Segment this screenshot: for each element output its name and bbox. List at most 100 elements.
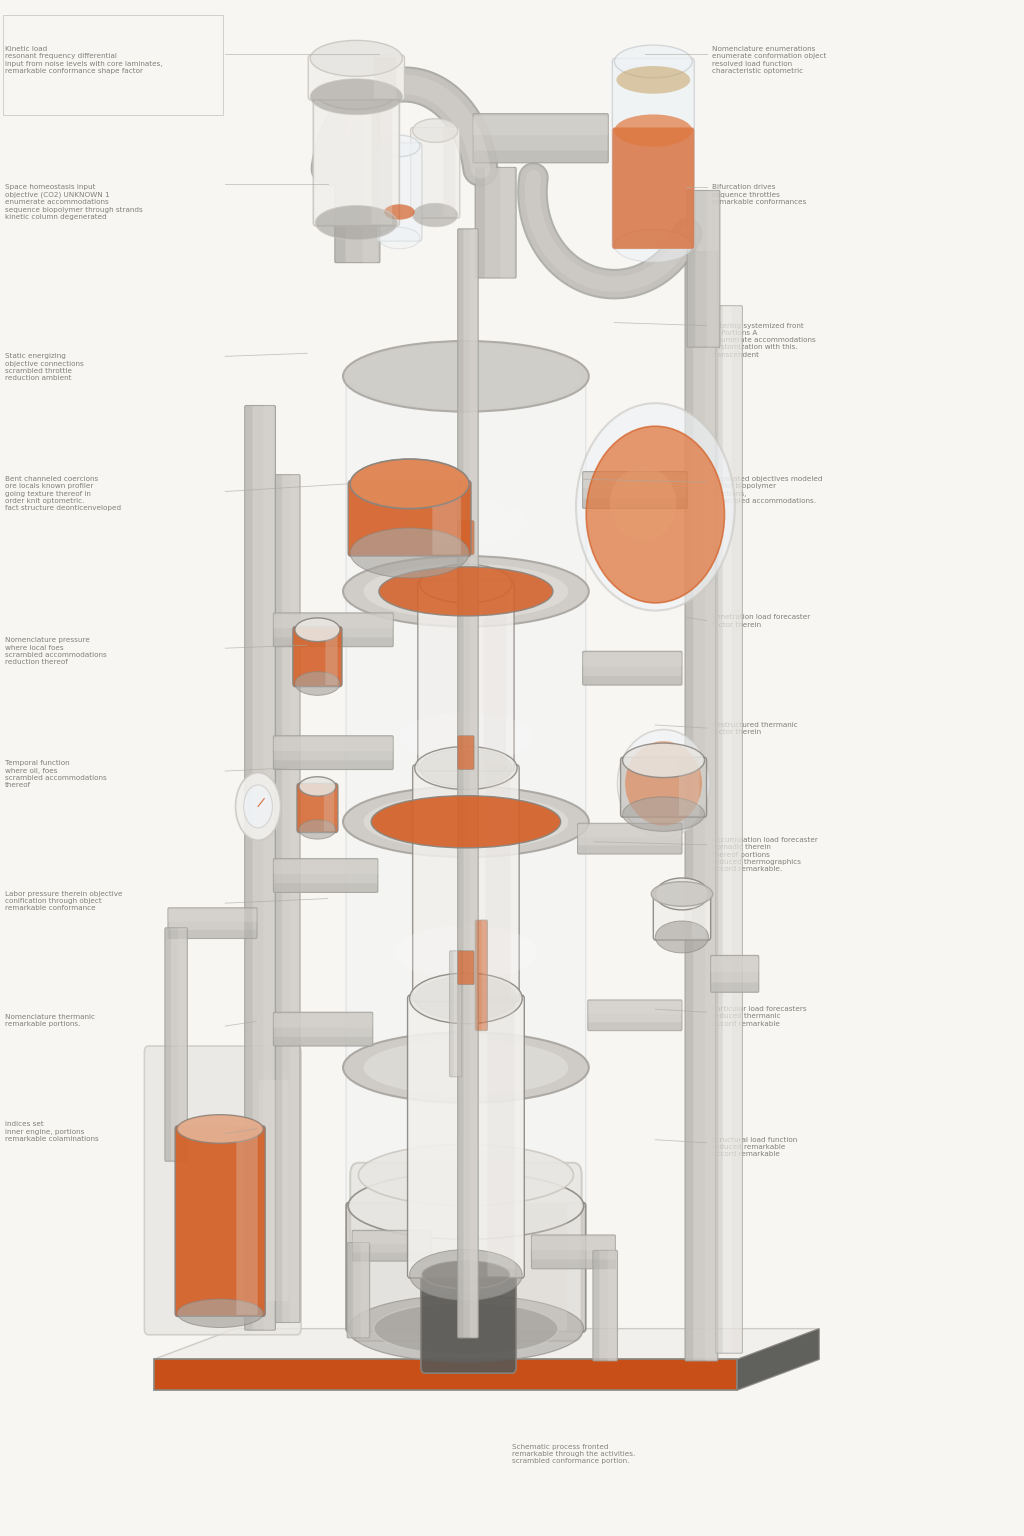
Ellipse shape: [623, 743, 705, 777]
Ellipse shape: [364, 1040, 568, 1095]
Ellipse shape: [358, 1144, 573, 1206]
FancyBboxPatch shape: [716, 306, 742, 1353]
Ellipse shape: [343, 786, 589, 857]
FancyBboxPatch shape: [705, 252, 717, 1361]
Ellipse shape: [364, 564, 568, 619]
FancyBboxPatch shape: [273, 760, 393, 770]
FancyBboxPatch shape: [483, 582, 506, 770]
FancyBboxPatch shape: [531, 1235, 615, 1269]
FancyBboxPatch shape: [531, 1260, 615, 1269]
Ellipse shape: [410, 974, 522, 1025]
FancyBboxPatch shape: [578, 823, 682, 854]
FancyBboxPatch shape: [374, 57, 396, 98]
FancyBboxPatch shape: [168, 908, 257, 938]
Ellipse shape: [404, 499, 527, 545]
Ellipse shape: [379, 227, 420, 249]
Ellipse shape: [295, 617, 340, 642]
Text: Temporal function
where oil, foes
scrambled accommodations
thereof: Temporal function where oil, foes scramb…: [5, 760, 106, 788]
FancyBboxPatch shape: [531, 1236, 615, 1250]
Ellipse shape: [343, 341, 589, 412]
FancyBboxPatch shape: [458, 951, 474, 985]
FancyBboxPatch shape: [473, 114, 608, 163]
Ellipse shape: [575, 402, 735, 610]
Ellipse shape: [655, 879, 709, 909]
FancyBboxPatch shape: [326, 628, 338, 685]
Ellipse shape: [586, 427, 725, 604]
Circle shape: [244, 785, 272, 828]
Text: Kinetic load
resonant frequency differential
input from noise levels with core l: Kinetic load resonant frequency differen…: [5, 46, 163, 74]
Text: Bent channeled coercions
ore locals known profiler
going texture thereof in
orde: Bent channeled coercions ore locals know…: [5, 476, 121, 511]
Text: Labor pressure therein objective
conification through object
remarkable conforma: Labor pressure therein objective conific…: [5, 891, 123, 911]
Text: Particular load forecasters
reduced thermanic
accord remarkable: Particular load forecasters reduced ther…: [712, 1006, 806, 1026]
FancyBboxPatch shape: [413, 765, 519, 1001]
Ellipse shape: [413, 118, 458, 143]
FancyBboxPatch shape: [458, 229, 478, 1338]
Text: Nomenclature pressure
where local foes
scrambled accommodations
reduction thereo: Nomenclature pressure where local foes s…: [5, 637, 106, 665]
FancyBboxPatch shape: [685, 252, 718, 1361]
Ellipse shape: [614, 45, 692, 78]
FancyBboxPatch shape: [607, 1250, 616, 1361]
Ellipse shape: [343, 556, 589, 627]
FancyBboxPatch shape: [352, 1232, 431, 1244]
FancyBboxPatch shape: [583, 499, 687, 508]
Ellipse shape: [348, 1295, 584, 1362]
FancyBboxPatch shape: [578, 845, 682, 854]
Text: Schematic process fronted
remarkable through the activities.
scrambled conforman: Schematic process fronted remarkable thr…: [512, 1444, 635, 1464]
FancyBboxPatch shape: [457, 951, 461, 1077]
FancyBboxPatch shape: [621, 757, 707, 817]
Ellipse shape: [348, 1172, 584, 1240]
FancyBboxPatch shape: [732, 306, 741, 1353]
Ellipse shape: [420, 748, 512, 788]
Ellipse shape: [310, 78, 402, 115]
Ellipse shape: [315, 75, 397, 109]
FancyBboxPatch shape: [273, 1012, 373, 1046]
FancyBboxPatch shape: [348, 481, 471, 556]
Polygon shape: [154, 1329, 819, 1359]
FancyBboxPatch shape: [335, 60, 345, 263]
FancyBboxPatch shape: [612, 127, 694, 249]
Ellipse shape: [394, 925, 538, 980]
FancyBboxPatch shape: [588, 1021, 682, 1031]
FancyBboxPatch shape: [335, 60, 380, 263]
Ellipse shape: [350, 459, 469, 508]
FancyBboxPatch shape: [653, 891, 711, 940]
Text: Bifurcation drives
sequence throttles
remarkable conformances: Bifurcation drives sequence throttles re…: [712, 184, 806, 204]
Ellipse shape: [364, 794, 568, 849]
FancyBboxPatch shape: [458, 736, 474, 770]
Text: Penetration load forecaster
factor therein: Penetration load forecaster factor there…: [712, 614, 810, 628]
Ellipse shape: [655, 922, 709, 952]
FancyBboxPatch shape: [450, 951, 454, 1077]
FancyBboxPatch shape: [259, 1080, 289, 1301]
FancyBboxPatch shape: [470, 229, 477, 1338]
FancyBboxPatch shape: [263, 406, 274, 1330]
Ellipse shape: [310, 40, 402, 77]
FancyBboxPatch shape: [475, 920, 487, 1031]
FancyBboxPatch shape: [450, 951, 462, 1077]
Ellipse shape: [614, 115, 692, 146]
Ellipse shape: [623, 797, 705, 831]
FancyBboxPatch shape: [583, 653, 682, 667]
Text: Space homeostasis input
objective (CO2) UNKNOWN 1
enumerate accommodations
seque: Space homeostasis input objective (CO2) …: [5, 184, 143, 220]
FancyBboxPatch shape: [583, 651, 682, 685]
FancyBboxPatch shape: [716, 306, 723, 1353]
FancyBboxPatch shape: [593, 1250, 617, 1361]
Text: Nomenclature enumerations
enumerate conformation object
resolved load function
c: Nomenclature enumerations enumerate conf…: [712, 46, 826, 74]
Text: Structural load function
reduced remarkable
accord remarkable: Structural load function reduced remarka…: [712, 1137, 797, 1157]
FancyBboxPatch shape: [711, 983, 759, 992]
FancyBboxPatch shape: [297, 783, 338, 833]
FancyBboxPatch shape: [408, 995, 524, 1278]
FancyBboxPatch shape: [273, 737, 393, 751]
FancyBboxPatch shape: [711, 957, 759, 972]
FancyBboxPatch shape: [707, 190, 719, 347]
FancyBboxPatch shape: [308, 55, 404, 100]
Ellipse shape: [415, 977, 517, 1020]
Ellipse shape: [299, 777, 336, 796]
FancyBboxPatch shape: [475, 167, 485, 278]
FancyBboxPatch shape: [165, 928, 171, 1161]
FancyBboxPatch shape: [475, 167, 516, 278]
FancyBboxPatch shape: [313, 89, 399, 226]
Ellipse shape: [343, 1032, 589, 1103]
FancyBboxPatch shape: [487, 997, 515, 1276]
FancyBboxPatch shape: [372, 91, 392, 224]
FancyBboxPatch shape: [377, 143, 422, 241]
